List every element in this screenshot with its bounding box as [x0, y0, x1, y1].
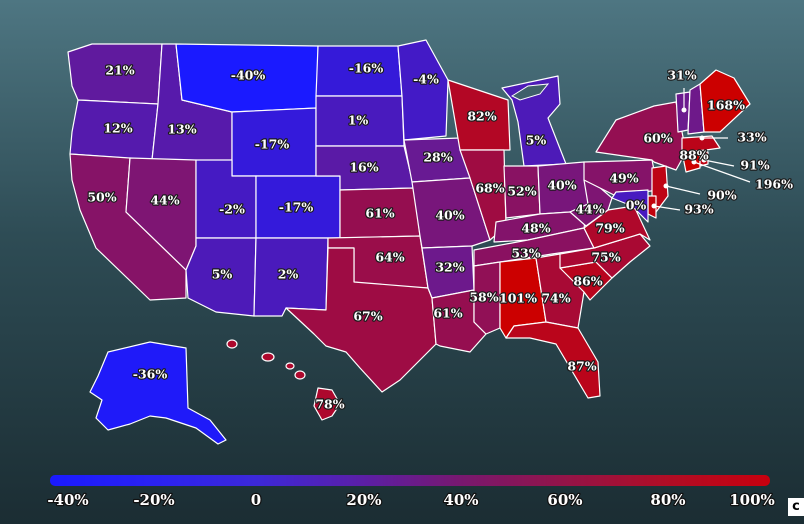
label-OK: 64%: [375, 250, 404, 265]
label-TX: 67%: [353, 309, 382, 324]
label-KY: 48%: [521, 221, 550, 236]
state-MD[interactable]: [611, 189, 649, 223]
label-AZ: 5%: [212, 267, 233, 282]
label-ND: -16%: [349, 61, 384, 76]
label-NM: 2%: [278, 267, 299, 282]
label-HI: 78%: [315, 397, 344, 412]
label-RI: 91%: [740, 158, 769, 173]
label-FL: 87%: [567, 359, 596, 374]
label-MA: 88%: [679, 148, 708, 163]
legend-label: 100%: [729, 491, 775, 509]
leader-lines: [651, 88, 751, 211]
label-NJ: 90%: [707, 188, 736, 203]
legend-label: -20%: [133, 491, 174, 509]
label-CO: -17%: [279, 200, 314, 215]
legend-label: 40%: [443, 491, 478, 509]
state-AK[interactable]: [89, 341, 227, 445]
label-VA: 79%: [595, 221, 624, 236]
label-MT: -40%: [231, 68, 266, 83]
label-WV: 44%: [575, 202, 604, 217]
label-DE: 93%: [684, 202, 713, 217]
label-NE: 16%: [349, 160, 378, 175]
label-IL: 68%: [475, 181, 504, 196]
label-NH: 33%: [737, 130, 766, 145]
state-FL[interactable]: [505, 321, 601, 399]
label-SD: 1%: [348, 113, 369, 128]
legend-label: 20%: [346, 491, 381, 509]
legend-bar: [50, 475, 770, 486]
label-OR: 12%: [103, 121, 132, 136]
label-MS: 58%: [469, 290, 498, 305]
label-MO: 40%: [435, 208, 464, 223]
label-MN: -4%: [413, 72, 439, 87]
label-KS: 61%: [365, 206, 394, 221]
state-HI[interactable]: [226, 339, 341, 421]
label-UT: -2%: [219, 202, 245, 217]
label-WA: 21%: [105, 63, 134, 78]
state-labels: 21% 12% 50% 13% 44% -40% -17% -2% -17% 5…: [86, 59, 794, 412]
label-AL: 101%: [499, 291, 537, 306]
label-ID: 13%: [167, 122, 196, 137]
label-CT: 196%: [755, 177, 793, 192]
legend-label: 80%: [650, 491, 685, 509]
state-CT[interactable]: [681, 151, 701, 173]
label-LA: 61%: [433, 306, 462, 321]
label-NY: 60%: [643, 131, 672, 146]
legend-label: -40%: [47, 491, 88, 509]
publisher-logo: c: [788, 498, 804, 516]
label-WI: 82%: [467, 109, 496, 124]
label-ME: 168%: [707, 98, 745, 113]
label-GA: 74%: [541, 291, 570, 306]
label-NV: 44%: [150, 193, 179, 208]
state-TX[interactable]: [285, 247, 437, 393]
label-WY: -17%: [255, 137, 290, 152]
state-MN[interactable]: [397, 39, 449, 141]
label-AK: -36%: [133, 367, 168, 382]
state-WV[interactable]: [569, 179, 613, 227]
label-PA: 49%: [609, 171, 638, 186]
label-VT: 31%: [667, 68, 696, 83]
state-MA[interactable]: [681, 135, 721, 153]
label-TN: 53%: [511, 246, 540, 261]
state-WI[interactable]: [447, 79, 511, 151]
label-CA: 50%: [87, 190, 116, 205]
label-IN: 52%: [507, 184, 536, 199]
label-OH: 40%: [547, 178, 576, 193]
state-ME[interactable]: [699, 69, 751, 133]
great-lakes: [510, 83, 550, 101]
label-SC: 86%: [573, 274, 602, 289]
label-NC: 75%: [591, 250, 620, 265]
legend-label: 60%: [547, 491, 582, 509]
label-IA: 28%: [423, 150, 452, 165]
state-GA[interactable]: [535, 253, 585, 329]
label-MD: 0%: [626, 198, 647, 213]
label-AR: 32%: [435, 260, 464, 275]
label-MI: 5%: [526, 133, 547, 148]
legend-label: 0: [251, 491, 261, 509]
legend: -40% -20% 0 20% 40% 60% 80% 100%: [46, 475, 776, 510]
